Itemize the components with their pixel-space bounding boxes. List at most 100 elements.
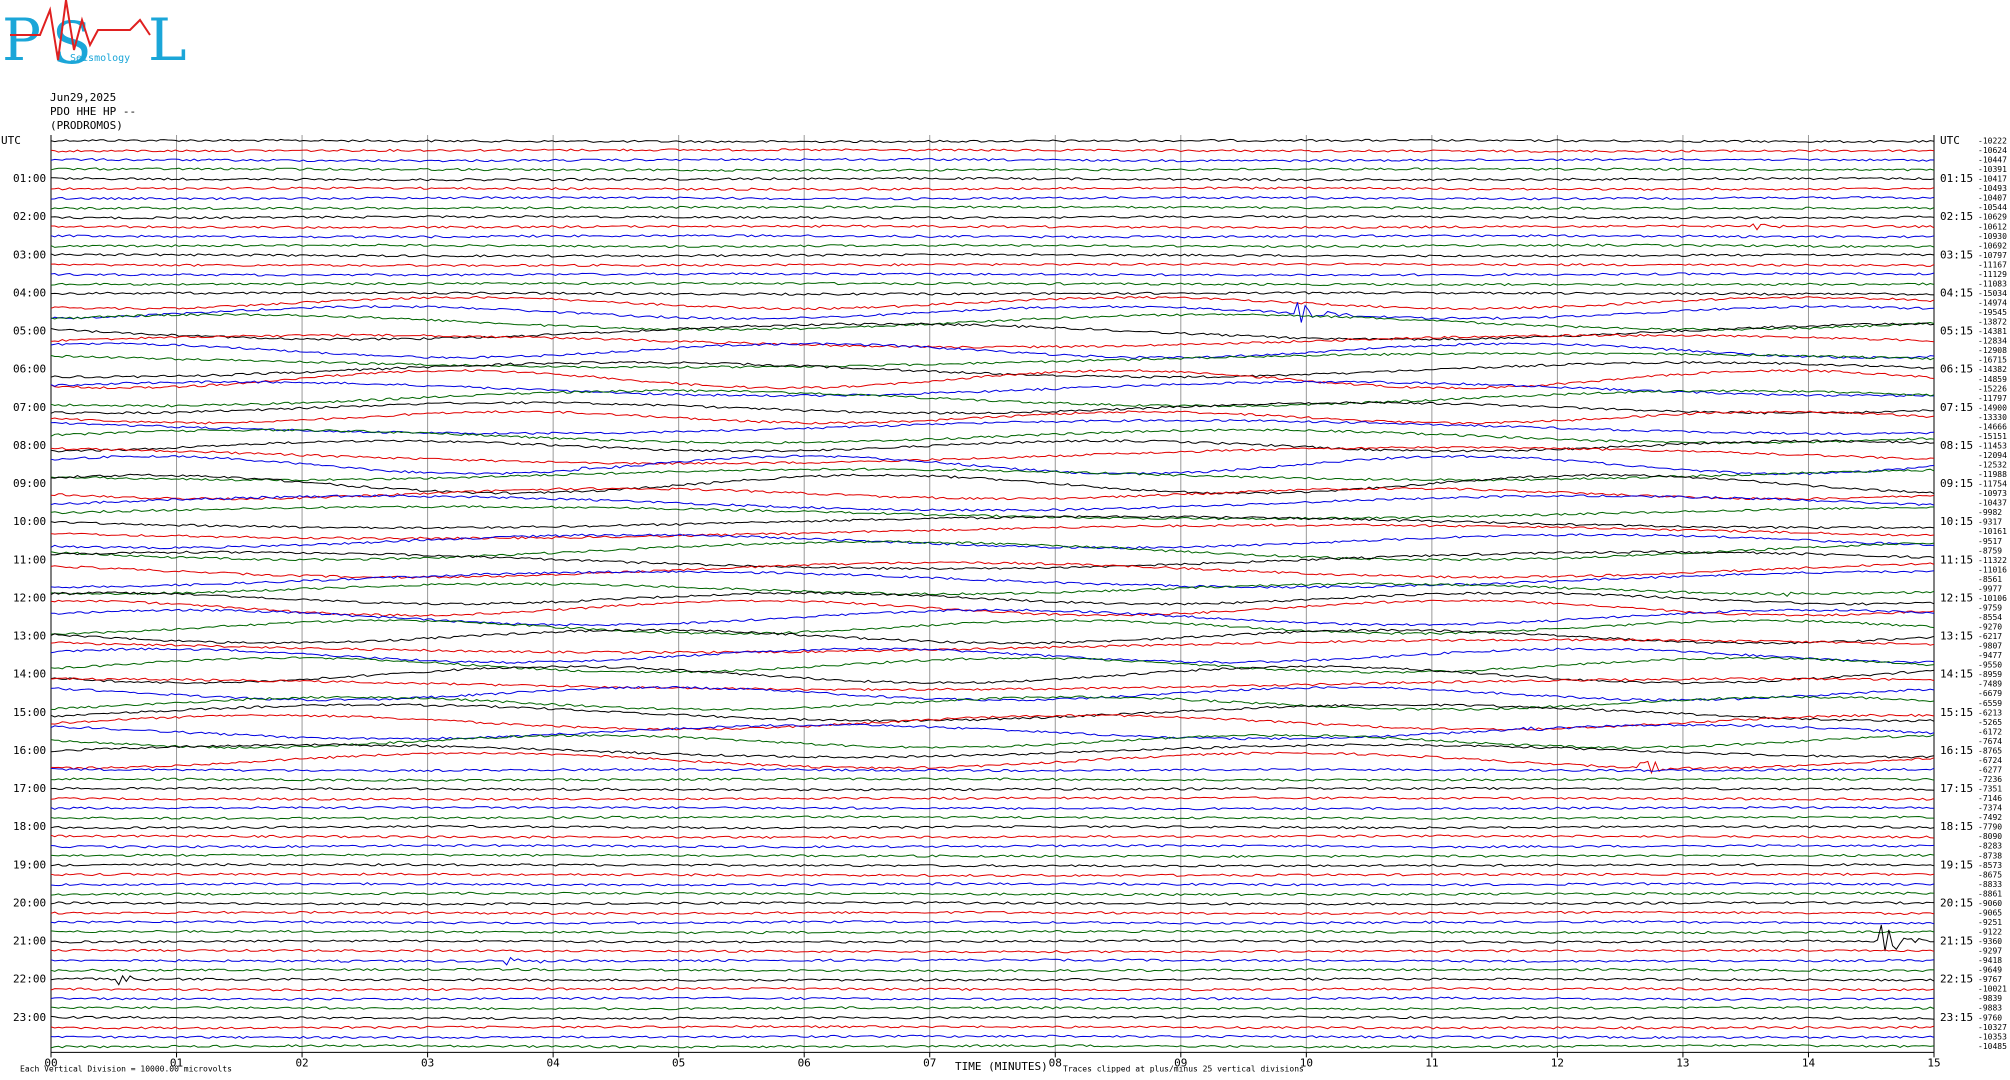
hour-label: 22:00 [13, 973, 46, 986]
trace-offset: -12834 [1978, 337, 2007, 346]
trace-offset: -9517 [1978, 537, 2002, 546]
x-tick-label: 02 [295, 1056, 308, 1069]
trace-offset: -12908 [1978, 346, 2007, 355]
trace-offset: -5265 [1978, 718, 2002, 727]
trace-offset: -8675 [1978, 870, 2002, 879]
trace [50, 401, 1935, 415]
hour-label-right: UTC [1940, 134, 1960, 147]
hour-label: 10:00 [13, 515, 46, 528]
hour-label-right: 16:15 [1940, 744, 1973, 757]
hour-label-right: 03:15 [1940, 248, 1973, 261]
trace-offset: -11167 [1978, 260, 2007, 269]
x-tick-label: 04 [547, 1056, 561, 1069]
trace [50, 591, 1935, 606]
trace [50, 550, 1935, 571]
site: (PRODROMOS) [50, 119, 123, 132]
station: PDO HHE HP -- [50, 105, 136, 118]
hour-label: 21:00 [13, 935, 46, 948]
trace [50, 389, 1935, 408]
trace-offset: -8554 [1978, 613, 2002, 622]
trace-offset: -6217 [1978, 632, 2002, 641]
trace [50, 322, 1935, 341]
trace-offset: -9977 [1978, 584, 2002, 593]
trace [50, 843, 1935, 849]
trace-offset: -8861 [1978, 889, 2002, 898]
trace [50, 974, 1935, 986]
trace [50, 523, 1935, 540]
trace [50, 1006, 1935, 1011]
trace [50, 1044, 1935, 1049]
trace-offset: -7674 [1978, 737, 2002, 746]
trace [50, 157, 1935, 163]
trace [51, 608, 1935, 627]
trace-offset: -10161 [1978, 527, 2007, 536]
trace-offset: -10106 [1978, 594, 2007, 603]
trace [50, 815, 1934, 820]
trace [50, 677, 1935, 692]
trace [50, 882, 1935, 887]
trace [50, 570, 1935, 589]
trace-offset: -9317 [1978, 518, 2002, 527]
trace [50, 418, 1935, 436]
hour-label-right: 05:15 [1940, 325, 1973, 338]
trace [50, 703, 1935, 723]
trace [50, 713, 1935, 731]
x-tick-label: 01 [170, 1056, 183, 1069]
trace [50, 561, 1935, 579]
hour-label: 04:00 [13, 286, 46, 299]
trace-offset: -9251 [1978, 918, 2002, 927]
trace [50, 796, 1935, 801]
trace-offset: -7790 [1978, 823, 2002, 832]
hour-label-right: 15:15 [1940, 706, 1973, 719]
trace-offset: -10624 [1978, 146, 2007, 155]
trace [50, 410, 1935, 425]
hour-label-right: 01:15 [1940, 172, 1973, 185]
logo-caption: Seismology [70, 53, 130, 64]
trace-offset: -10930 [1978, 232, 2007, 241]
trace [50, 369, 1935, 390]
trace-offset: -10437 [1978, 499, 2007, 508]
trace [50, 215, 1935, 220]
trace-offset: -7374 [1978, 804, 2002, 813]
trace [50, 599, 1935, 617]
hour-label-right: 06:15 [1940, 363, 1973, 376]
trace-offset: -7492 [1978, 813, 2002, 822]
trace [50, 665, 1935, 685]
trace-offset: -14974 [1978, 299, 2007, 308]
trace [50, 302, 1935, 323]
trace [50, 619, 1935, 636]
x-tick-label: 08 [1049, 1056, 1062, 1069]
trace [50, 167, 1935, 172]
hour-label: 13:00 [13, 630, 46, 643]
trace [50, 805, 1935, 811]
hour-label-right: 07:15 [1940, 401, 1973, 414]
trace-offset: -6559 [1978, 699, 2002, 708]
trace-offset: -9760 [1978, 1013, 2002, 1022]
trace [50, 638, 1935, 654]
grid [50, 135, 1935, 1058]
trace [50, 743, 1935, 759]
trace-offset: -11797 [1978, 394, 2007, 403]
x-tick-label: 00 [44, 1056, 57, 1069]
trace-offset: -10021 [1978, 985, 2007, 994]
trace [50, 767, 1935, 773]
trace [50, 272, 1935, 277]
hour-label-right: 19:15 [1940, 858, 1973, 871]
trace-offset: -10407 [1978, 194, 2007, 203]
trace-offset: -19545 [1978, 308, 2007, 317]
logo-wave [10, 0, 151, 61]
trace-offset: -11322 [1978, 556, 2007, 565]
trace [50, 380, 1934, 398]
hour-label: 16:00 [13, 744, 46, 757]
trace [50, 723, 1935, 741]
hour-label-right: 14:15 [1940, 668, 1973, 681]
hour-label: 11:00 [13, 553, 46, 566]
trace [50, 1015, 1935, 1020]
hour-label-right: 23:15 [1940, 1011, 1973, 1024]
trace [50, 428, 1935, 445]
trace-offset: -10353 [1978, 1032, 2007, 1041]
trace-offset: -10692 [1978, 241, 2007, 250]
trace-offset: -6679 [1978, 689, 2002, 698]
trace [50, 996, 1935, 1001]
trace [50, 446, 1935, 465]
